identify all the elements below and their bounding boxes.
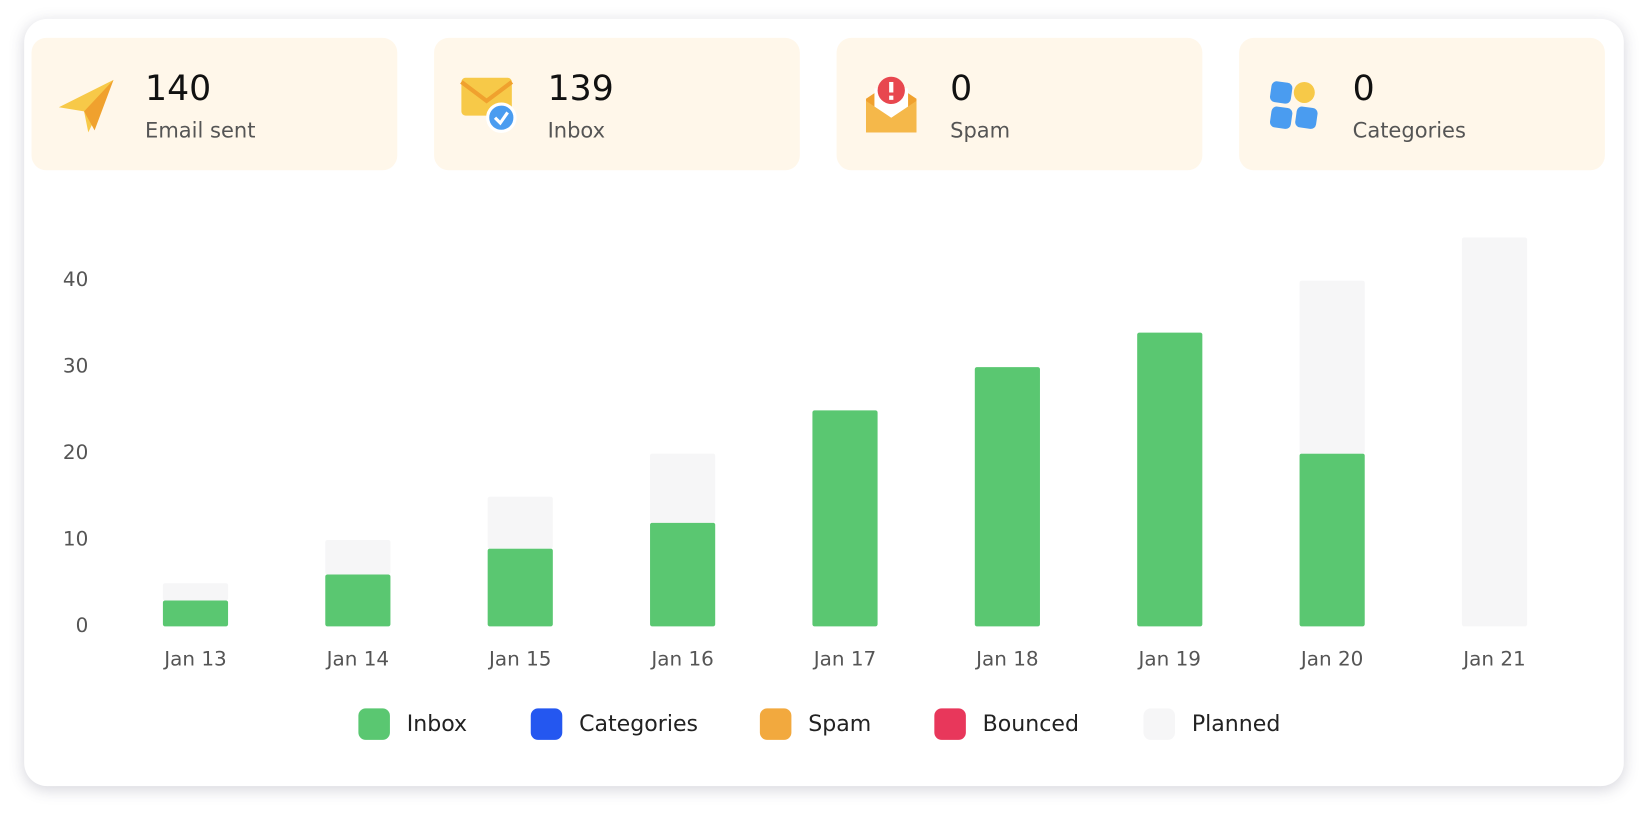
- x-tick-label: Jan 17: [812, 647, 876, 671]
- x-tick-label: Jan 14: [325, 647, 390, 671]
- x-tick-label: Jan 19: [1137, 647, 1202, 671]
- legend-swatch: [934, 708, 966, 740]
- x-tick-label: Jan 16: [649, 647, 714, 671]
- bar-segment: [325, 539, 391, 575]
- legend-label: Spam: [808, 712, 871, 737]
- y-tick-label: 20: [63, 440, 88, 464]
- bar-segment: [162, 583, 229, 601]
- send-icon: [58, 79, 114, 133]
- stat-card: 0 Spam: [836, 37, 1203, 171]
- bar-segment: [1299, 453, 1365, 627]
- legend-label: Categories: [579, 712, 698, 737]
- bar-segment: [650, 453, 716, 523]
- stat-value: 140: [145, 67, 212, 109]
- bar-segment: [650, 522, 716, 627]
- stat-label: Categories: [1352, 117, 1466, 143]
- x-tick-label: Jan 18: [974, 647, 1039, 671]
- y-tick-label: 10: [63, 526, 88, 550]
- bar-segment: [1299, 280, 1365, 454]
- legend-swatch: [759, 708, 792, 740]
- bar-segment: [162, 600, 229, 627]
- bar-segment: [487, 548, 553, 627]
- stat-card: 140 Email sent: [31, 37, 398, 171]
- bar-segment: [974, 367, 1040, 627]
- y-tick-label: 40: [63, 267, 88, 291]
- stat-value: 0: [950, 67, 973, 109]
- stat-card: 0 Categories: [1239, 37, 1605, 171]
- stat-value: 0: [1352, 67, 1375, 109]
- inbox-icon: [460, 77, 517, 133]
- stat-label: Email sent: [145, 117, 256, 143]
- legend-swatch: [530, 708, 563, 740]
- y-tick-label: 30: [63, 354, 88, 378]
- bar-segment: [1461, 237, 1528, 627]
- legend-swatch: [1143, 708, 1176, 740]
- legend-swatch: [358, 708, 390, 740]
- x-tick-label: Jan 20: [1299, 647, 1364, 671]
- x-tick-label: Jan 21: [1461, 647, 1526, 671]
- bar-segment: [812, 410, 878, 627]
- categories-icon: [1269, 81, 1318, 129]
- bar-segment: [325, 574, 391, 627]
- spam-icon: [866, 76, 917, 133]
- stat-card: 139 Inbox: [434, 37, 800, 171]
- legend-label: Planned: [1192, 712, 1281, 737]
- legend-label: Bounced: [983, 712, 1079, 737]
- stat-label: Spam: [950, 117, 1011, 143]
- bar-segment: [1137, 332, 1203, 627]
- stat-value: 139: [547, 67, 614, 109]
- x-tick-label: Jan 13: [162, 647, 227, 671]
- legend-label: Inbox: [407, 712, 467, 737]
- bar-segment: [487, 496, 553, 549]
- stat-label: Inbox: [547, 117, 606, 143]
- x-tick-label: Jan 15: [487, 647, 552, 671]
- y-tick-label: 0: [76, 613, 89, 637]
